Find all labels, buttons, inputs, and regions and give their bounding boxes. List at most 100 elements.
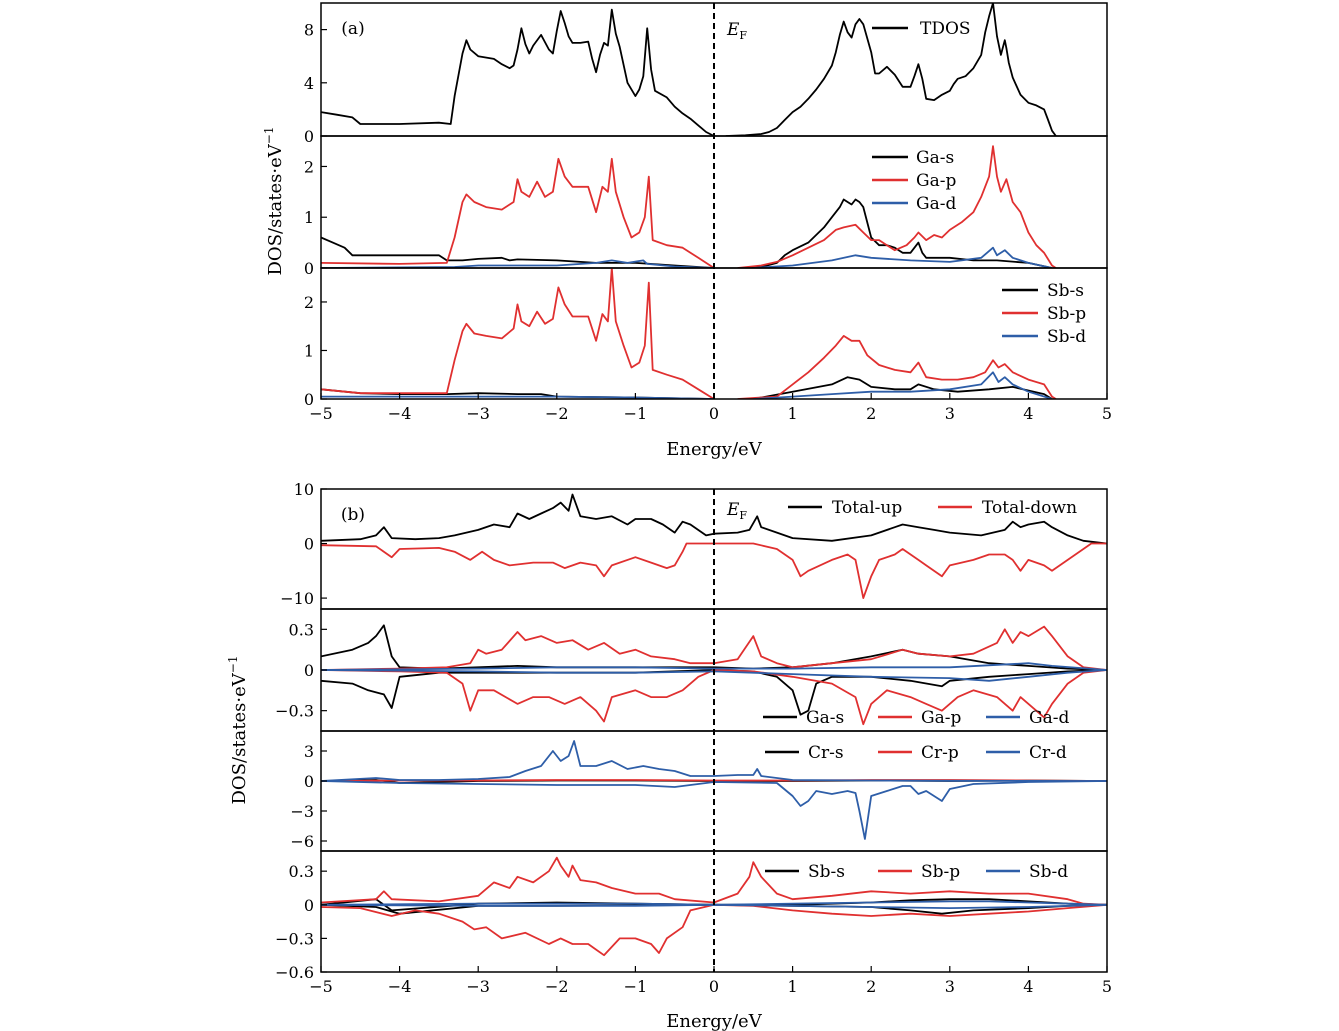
legend-entry: Sb-d (1029, 862, 1068, 882)
x-tick-label: 5 (1102, 977, 1112, 996)
legend-entry: Sb-d (1047, 327, 1086, 347)
x-tick-label: 3 (945, 977, 955, 996)
legend-entry: TDOS (920, 19, 971, 39)
panel-ga: −0.3 0 0.3 Ga-s Ga-p Ga-d (275, 608, 1108, 732)
x-tick-label: −3 (466, 404, 490, 423)
y-tick-label: 1 (304, 341, 314, 360)
y-tick-label: 8 (304, 21, 314, 40)
y-tick-label: 2 (304, 293, 314, 312)
x-tick-label: 5 (1102, 404, 1112, 423)
x-tick-label: 1 (788, 977, 798, 996)
legend-entry: Ga-s (916, 148, 954, 168)
x-tick-label: −3 (466, 977, 490, 996)
x-axis-label: Energy/eV (666, 439, 762, 460)
x-tick-label: −2 (545, 977, 569, 996)
x-tick-label: −1 (624, 404, 648, 423)
y-axis-label: DOS/states·eV−1 (262, 127, 286, 276)
series-line-ga-s-part2 (321, 669, 1107, 716)
y-tick-label: 0 (304, 535, 314, 554)
series-line-ga-d (321, 259, 715, 268)
y-tick-label: 0.3 (289, 862, 314, 881)
fermi-label-sub: F (739, 29, 747, 42)
legend-entry: Ga-p (921, 708, 961, 728)
legend-entry: Ga-d (1029, 708, 1069, 728)
x-tick-label: 3 (945, 404, 955, 423)
y-axis-label-main: DOS/states·eV (265, 143, 286, 275)
series-line-sb-d (321, 395, 715, 399)
x-tick-label: 2 (866, 977, 876, 996)
series-line-tdos-part2 (725, 3, 1057, 136)
x-tick-label: 1 (788, 404, 798, 423)
x-tick-label: 0 (709, 977, 719, 996)
y-tick-label: 0 (304, 259, 314, 278)
y-tick-label: 0 (304, 772, 314, 791)
series-line-sb-p-part2 (321, 903, 1107, 957)
series-line-ga-p-part2 (737, 145, 1057, 268)
y-tick-label: −6 (290, 832, 314, 851)
x-tick-label: 4 (1023, 404, 1033, 423)
x-tick-label: 2 (866, 404, 876, 423)
y-tick-label: 0 (304, 127, 314, 146)
series-line-sb-p-part2 (737, 335, 1057, 399)
series-line-cr-d-part2 (321, 780, 1107, 840)
series-line-ga-p-part2 (321, 669, 1107, 726)
panel-total: −10 0 10 Total-up Total-down (280, 480, 1108, 610)
x-tick-label: −5 (309, 404, 333, 423)
series-line-tdos (321, 8, 715, 136)
x-axis-label: Energy/eV (666, 1011, 762, 1031)
fermi-label-sub: F (739, 509, 747, 522)
legend-entry: Total-down (982, 498, 1077, 518)
panel-sb: 0 1 2 Sb-s Sb-p Sb-d (304, 267, 1108, 409)
series-line-cr-d (321, 740, 1107, 782)
legend-entry: Sb-s (808, 862, 845, 882)
series-line-sb-d (321, 900, 1107, 906)
y-axis-label-main: DOS/states·eV (229, 672, 250, 804)
legend-entry: Ga-d (916, 194, 956, 214)
legend-entry: Cr-d (1029, 743, 1067, 763)
y-axis-label: DOS/states·eV−1 (226, 656, 250, 805)
series-line-sb-p (321, 268, 715, 399)
y-tick-label: 1 (304, 208, 314, 227)
x-tick-label: −2 (545, 404, 569, 423)
series-line-ga-d (321, 662, 1107, 671)
y-axis-label-sup: −1 (226, 656, 240, 674)
legend-entry: Ga-s (806, 708, 844, 728)
legend-entry: Sb-p (921, 862, 960, 882)
legend-entry: Cr-p (921, 743, 959, 763)
y-tick-label: 0 (304, 896, 314, 915)
y-tick-label: −0.3 (275, 929, 314, 948)
legend-entry: Sb-p (1047, 304, 1086, 324)
chart-a: 0 4 8 TDOS 0 1 2 Ga-s Ga-p Ga-d 0 1 2 Sb-s Sb-p Sb-d −5 −… (262, 2, 1112, 460)
chart-label: (b) (341, 505, 365, 525)
legend-entry: Total-up (832, 498, 902, 518)
x-tick-label: −1 (624, 977, 648, 996)
series-line-ga-p (321, 157, 715, 268)
legend-entry: Sb-s (1047, 281, 1084, 301)
x-tick-label: 4 (1023, 977, 1033, 996)
x-tick-label: −5 (309, 977, 333, 996)
y-tick-label: 0 (304, 390, 314, 409)
panel-cr: −6 −3 0 3 Cr-s Cr-p Cr-d (290, 730, 1108, 852)
fermi-label: EF (726, 500, 747, 522)
series-line-ga-s (321, 236, 715, 268)
y-tick-label: 0.3 (289, 620, 314, 639)
series-line-sb-p (321, 856, 1107, 906)
x-tick-label: −4 (388, 404, 412, 423)
panel-ga: 0 1 2 Ga-s Ga-p Ga-d (304, 135, 1108, 278)
y-tick-label: −3 (290, 802, 314, 821)
y-tick-label: −0.6 (275, 963, 314, 982)
y-tick-label: 10 (294, 480, 314, 499)
series-line-ga-s-part2 (745, 198, 1053, 268)
series-line-ga-d-part2 (753, 246, 1053, 268)
fermi-label: EF (726, 20, 747, 42)
series-line-sb-d-part2 (321, 903, 1107, 909)
y-tick-label: −0.3 (275, 702, 314, 721)
x-tick-label: 0 (709, 404, 719, 423)
y-axis-label-sup: −1 (262, 127, 276, 145)
series-line-sb-s (321, 898, 1107, 912)
series-line-ga-d-part2 (321, 669, 1107, 682)
y-tick-label: 3 (304, 742, 314, 761)
series-line-sb-d-part2 (753, 371, 1053, 399)
